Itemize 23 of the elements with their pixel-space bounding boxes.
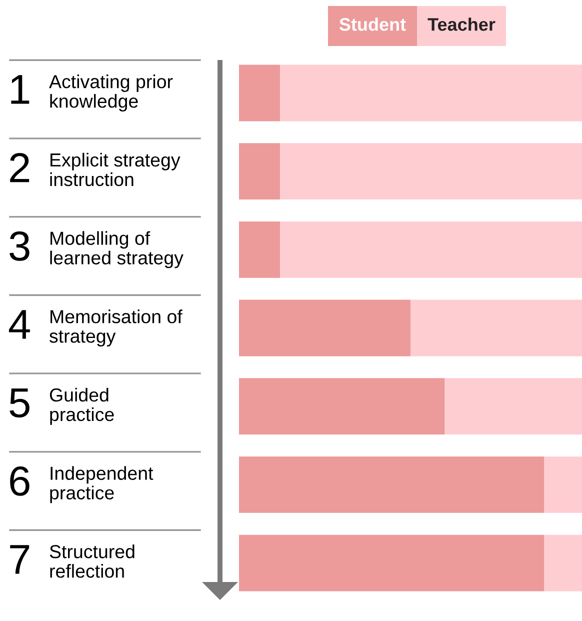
bar (239, 300, 410, 356)
bar (239, 456, 544, 513)
bar (444, 378, 582, 435)
bar (280, 221, 582, 278)
bar (239, 221, 280, 278)
bar (239, 534, 544, 592)
y-tick-label: 6 Independent practice (10, 466, 154, 504)
bar (544, 456, 582, 513)
bar (239, 143, 280, 200)
bar (280, 143, 582, 200)
y-tick-label: 7 Structured reflection (10, 544, 134, 578)
y-tick-label: 2 Explicit strategy instruction (10, 152, 180, 186)
y-tick-label: 3 Modelling of learned strategy (10, 231, 184, 268)
series-label: Teacher (428, 18, 496, 31)
y-tick-label: 5 Guided practice (10, 388, 114, 425)
bar (239, 378, 445, 435)
y-tick-label: 1 Activating prior knowledge (11, 74, 173, 112)
bar (544, 534, 582, 592)
y-tick-label: 4 Memorisation of strategy (8, 310, 182, 347)
bar (280, 64, 582, 122)
bar (239, 64, 280, 122)
text: Student (339, 18, 406, 31)
bar (410, 300, 582, 356)
